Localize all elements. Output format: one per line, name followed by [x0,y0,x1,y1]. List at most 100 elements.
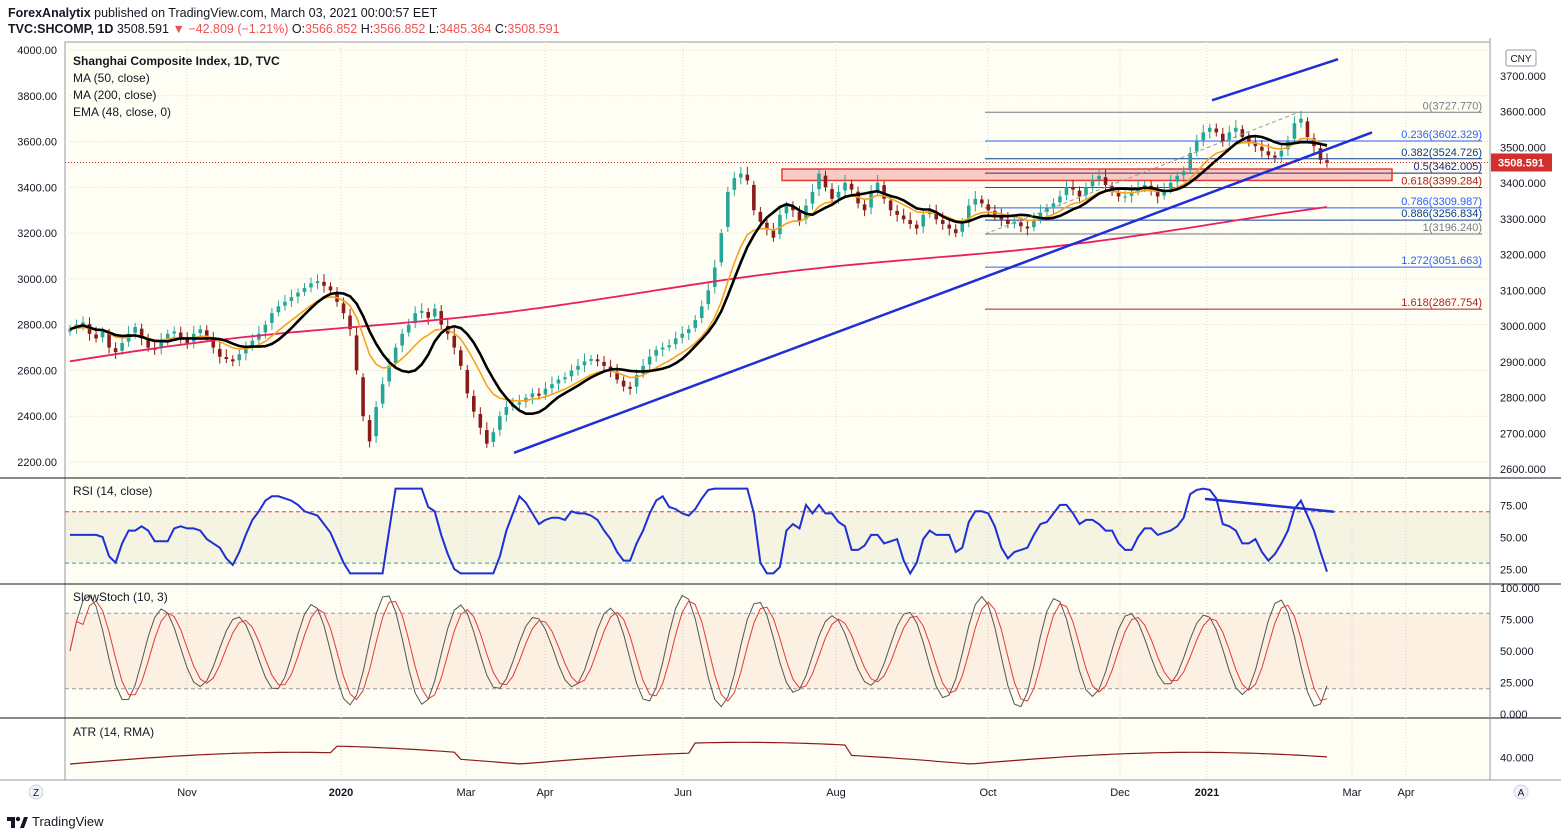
candle-body[interactable] [953,229,958,234]
candle-body[interactable] [830,189,834,199]
candle-body[interactable] [589,359,593,361]
candle-body[interactable] [387,365,391,382]
candle-body[interactable] [641,365,645,374]
candle-body[interactable] [452,335,457,348]
candle-body[interactable] [745,174,750,181]
candle-body[interactable] [406,324,411,333]
candle-body[interactable] [107,333,111,348]
candle-body[interactable] [361,377,365,417]
candle-body[interactable] [654,349,658,356]
candle-body[interactable] [348,315,352,330]
candle-body[interactable] [1032,219,1036,228]
candle-body[interactable] [823,175,828,188]
candle-body[interactable] [758,211,763,222]
candle-body[interactable] [426,311,431,318]
candle-body[interactable] [1090,180,1095,187]
candle-body[interactable] [218,348,222,357]
candle-body[interactable] [263,324,268,333]
candle-body[interactable] [940,220,945,224]
candle-body[interactable] [374,407,378,437]
candle-body[interactable] [1234,127,1238,132]
candle-body[interactable] [400,333,404,346]
candle-body[interactable] [1084,187,1088,196]
candle-body[interactable] [966,205,971,222]
candle-body[interactable] [1025,226,1030,229]
candle-body[interactable] [784,205,789,214]
candle-body[interactable] [504,407,509,415]
candle-body[interactable] [882,185,886,199]
candle-body[interactable] [224,357,229,359]
candle-body[interactable] [139,328,144,339]
candle-body[interactable] [765,222,769,229]
stoch-k-line[interactable] [69,594,1328,708]
candle-body[interactable] [113,348,118,353]
candle-body[interactable] [960,223,965,232]
candle-body[interactable] [1247,137,1251,142]
resistance-zone[interactable] [781,168,1393,182]
zoom-button[interactable] [28,784,44,800]
candle-body[interactable] [1071,187,1075,190]
auto-scale-button[interactable] [1513,784,1529,800]
candle-body[interactable] [498,416,502,430]
candle-body[interactable] [100,331,105,338]
candle-body[interactable] [1207,127,1212,132]
candle-body[interactable] [393,347,398,364]
candle-body[interactable] [1123,196,1127,198]
candle-body[interactable] [1038,212,1043,219]
candle-body[interactable] [133,326,137,333]
candle-body[interactable] [367,419,372,442]
candle-body[interactable] [1266,151,1271,156]
candle-body[interactable] [1051,203,1056,208]
candle-body[interactable] [980,199,984,204]
ma50-line[interactable] [69,134,1328,416]
candle-body[interactable] [309,283,313,288]
rsi-divergence-line[interactable] [1204,497,1335,513]
candle-body[interactable] [211,337,216,348]
candle-body[interactable] [543,388,548,395]
candle-body[interactable] [621,380,626,387]
candle-body[interactable] [739,173,743,178]
candle-body[interactable] [172,331,176,334]
candle-body[interactable] [908,220,912,224]
candle-body[interactable] [582,361,587,366]
candle-body[interactable] [94,334,98,339]
candle-body[interactable] [1168,182,1173,189]
candle-body[interactable] [1064,187,1069,196]
candle-body[interactable] [699,306,704,319]
support-trendline[interactable] [513,131,1373,455]
candle-body[interactable] [934,211,939,220]
candle-body[interactable] [602,361,606,366]
candle-body[interactable] [146,339,150,348]
candle-body[interactable] [1006,220,1010,224]
candle-body[interactable] [862,204,867,211]
publisher-name[interactable]: ForexAnalytix [8,6,91,20]
candle-body[interactable] [576,365,580,370]
candle-body[interactable] [888,200,893,211]
candle-body[interactable] [120,342,124,351]
ma200-line[interactable] [69,206,1328,363]
candle-body[interactable] [791,206,795,211]
candle-body[interactable] [178,332,183,339]
candle-body[interactable] [914,224,919,229]
candle-body[interactable] [276,306,281,313]
candle-body[interactable] [628,386,632,389]
candle-body[interactable] [634,375,639,387]
candle-body[interactable] [817,173,821,190]
candle-body[interactable] [1214,128,1219,133]
candle-body[interactable] [719,233,724,263]
candle-body[interactable] [231,359,235,362]
candle-body[interactable] [595,359,600,362]
candle-body[interactable] [328,286,333,291]
candle-body[interactable] [1019,222,1023,227]
candle-body[interactable] [1279,150,1284,157]
candle-body[interactable] [947,224,952,229]
candle-body[interactable] [706,290,711,304]
candle-body[interactable] [556,379,561,384]
candle-body[interactable] [1077,190,1082,197]
candle-body[interactable] [797,211,802,222]
candle-body[interactable] [712,267,717,287]
candle-body[interactable] [647,356,652,365]
candle-body[interactable] [537,393,541,396]
candle-body[interactable] [1129,191,1134,196]
candle-body[interactable] [1103,177,1108,186]
